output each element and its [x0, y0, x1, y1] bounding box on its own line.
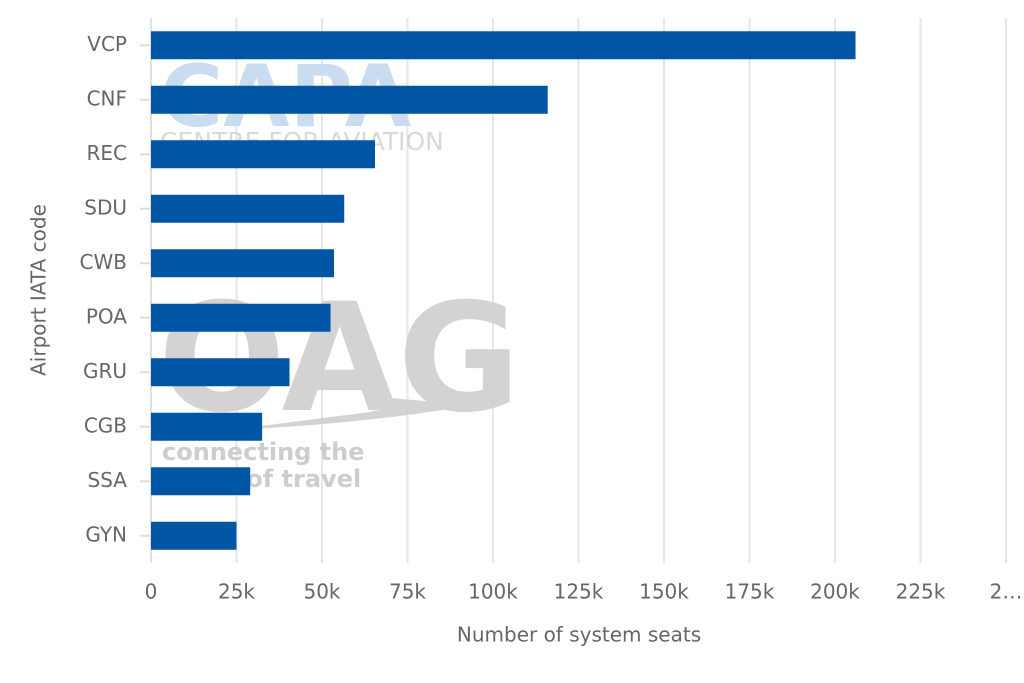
x-tick-label: 25k — [218, 580, 255, 604]
bar — [151, 521, 237, 550]
y-tick-label: SDU — [84, 195, 127, 219]
bar — [151, 303, 331, 332]
x-tick-label: 175k — [725, 580, 775, 604]
y-tick-label: CNF — [87, 86, 127, 110]
x-tick-label: 0 — [145, 580, 158, 604]
y-axis-title: Airport IATA code — [27, 204, 51, 376]
x-tick-label: 100k — [468, 580, 518, 604]
y-tick-label: POA — [86, 304, 127, 328]
bar — [151, 467, 251, 496]
x-tick-label: 150k — [639, 580, 689, 604]
y-tick-label: GRU — [83, 359, 127, 383]
bar — [151, 85, 548, 114]
y-tick-label: CWB — [80, 250, 127, 274]
y-tick-label: VCP — [87, 32, 127, 56]
x-tick-label: 200k — [810, 580, 860, 604]
x-tick-label: 2… — [990, 580, 1023, 604]
bar — [151, 249, 334, 278]
y-tick-label: SSA — [88, 468, 128, 492]
bar — [151, 194, 345, 223]
watermark-text: connecting the — [162, 438, 365, 466]
x-tick-label: 125k — [554, 580, 604, 604]
x-tick-label: 225k — [896, 580, 946, 604]
bar — [151, 31, 856, 60]
y-tick-label: GYN — [85, 522, 127, 546]
y-tick-label: CGB — [84, 413, 127, 437]
bar — [151, 358, 290, 387]
x-axis-title: Number of system seats — [457, 623, 701, 647]
x-tick-label: 75k — [389, 580, 426, 604]
bar — [151, 412, 263, 441]
bar — [151, 140, 376, 169]
x-tick-label: 50k — [303, 580, 340, 604]
watermark-plane — [230, 398, 460, 430]
y-tick-label: REC — [87, 141, 128, 165]
